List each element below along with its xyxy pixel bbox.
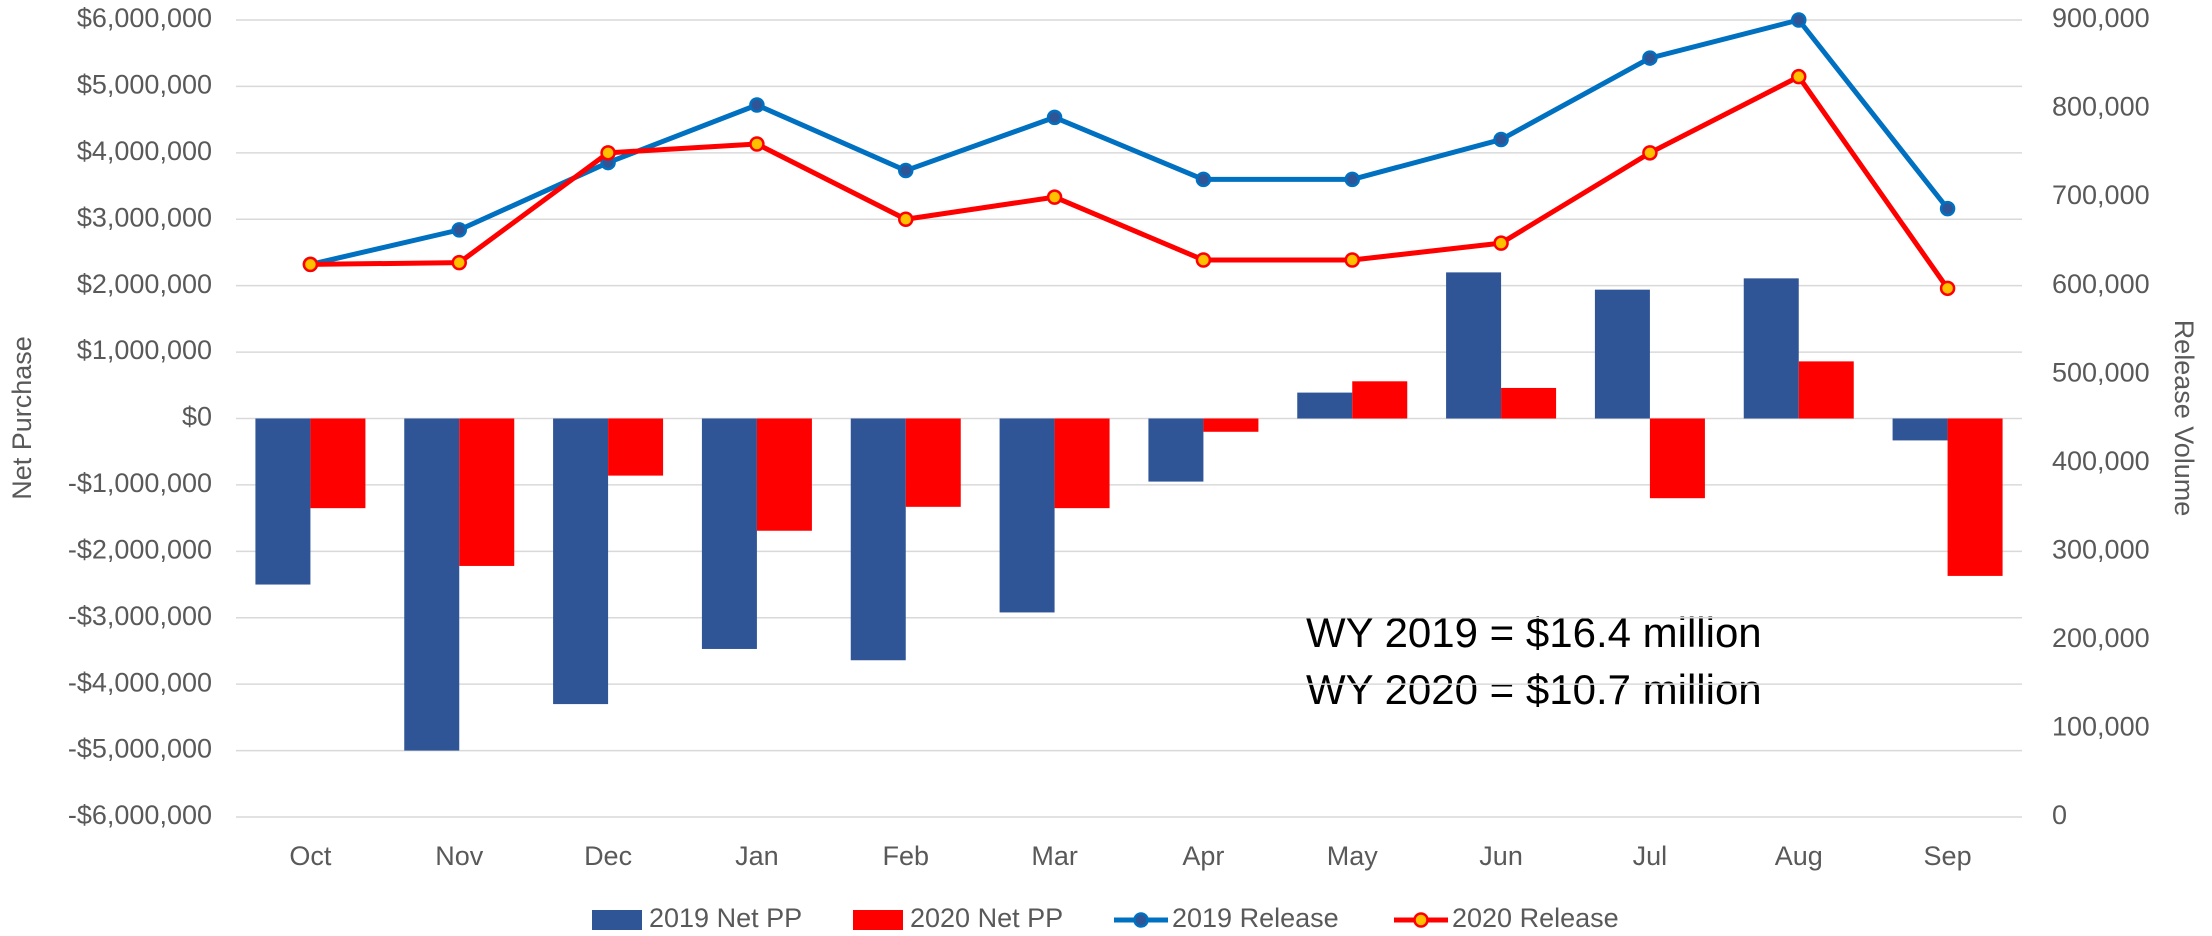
y2-tick-label: 800,000	[2052, 92, 2150, 122]
line-marker	[898, 211, 914, 227]
legend-swatch	[853, 910, 903, 930]
y2-tick-label: 500,000	[2052, 357, 2150, 387]
x-tick-label: Jun	[1479, 841, 1523, 871]
bar	[1446, 272, 1502, 419]
bar	[255, 418, 311, 585]
y2-tick-label: 900,000	[2052, 3, 2150, 33]
y2-tick-label: 400,000	[2052, 446, 2150, 476]
y-tick-label: -$5,000,000	[68, 734, 212, 764]
x-tick-label: Nov	[435, 841, 484, 871]
bar	[1501, 387, 1557, 419]
bar	[756, 418, 812, 531]
line-marker	[1939, 280, 1956, 297]
bar	[1594, 289, 1650, 419]
legend-label: 2020 Release	[1452, 903, 1619, 933]
line-marker	[302, 256, 319, 273]
y-tick-label: $6,000,000	[77, 3, 212, 33]
bar	[1203, 418, 1259, 432]
y-tick-label: -$2,000,000	[68, 534, 212, 564]
legend-label: 2020 Net PP	[910, 903, 1063, 933]
legend-swatch	[1413, 912, 1429, 928]
y-axis-title: Net Purchase	[7, 336, 37, 500]
y2-tick-label: 300,000	[2052, 534, 2150, 564]
line-marker	[749, 97, 765, 113]
bar	[1947, 418, 2003, 576]
y-tick-label: $1,000,000	[77, 335, 212, 365]
x-tick-label: Oct	[289, 841, 332, 871]
line-marker	[1344, 252, 1360, 268]
line-marker	[1939, 200, 1956, 217]
bar	[1297, 392, 1353, 419]
line	[310, 74, 1950, 290]
bar	[701, 418, 757, 649]
y2-tick-label: 100,000	[2052, 712, 2150, 742]
line-marker	[749, 136, 765, 152]
bar	[1054, 418, 1110, 509]
legend-label: 2019 Release	[1172, 903, 1339, 933]
x-tick-label: Jan	[735, 841, 779, 871]
y2-axis-title: Release Volume	[2169, 320, 2199, 517]
y2-tick-label: 200,000	[2052, 623, 2150, 653]
bar	[553, 418, 609, 705]
y2-tick-label: 0	[2052, 800, 2067, 830]
x-tick-label: Mar	[1031, 841, 1078, 871]
line-marker	[1493, 131, 1509, 148]
line-marker	[1642, 145, 1658, 161]
bar	[459, 418, 515, 566]
y-tick-label: $5,000,000	[77, 70, 212, 100]
line-marker	[1791, 68, 1807, 85]
line-marker	[451, 222, 467, 238]
y-tick-label: -$1,000,000	[68, 468, 212, 498]
y-tick-label: -$6,000,000	[68, 800, 212, 830]
bar	[1798, 361, 1854, 419]
y2-tick-label: 600,000	[2052, 269, 2150, 299]
x-tick-label: Aug	[1775, 841, 1823, 871]
y-tick-label: -$4,000,000	[68, 667, 212, 697]
annotation: WY 2019 = $16.4 million	[1306, 609, 1762, 656]
annotation: WY 2020 = $10.7 million	[1306, 666, 1762, 713]
bar	[310, 418, 366, 509]
y-tick-label: $2,000,000	[77, 269, 212, 299]
line-marker	[1046, 189, 1063, 205]
y-tick-label: $4,000,000	[77, 136, 212, 166]
line-marker	[898, 162, 914, 179]
bar	[1148, 418, 1204, 482]
bar	[608, 418, 664, 476]
line-marker	[600, 145, 616, 161]
bar	[1892, 418, 1948, 441]
line-marker	[1195, 252, 1212, 268]
x-tick-label: Apr	[1182, 841, 1224, 871]
x-tick-label: Jul	[1633, 841, 1668, 871]
x-tick-label: Dec	[584, 841, 632, 871]
y-tick-label: $3,000,000	[77, 202, 212, 232]
bar	[1352, 381, 1408, 419]
y-tick-label: -$3,000,000	[68, 601, 212, 631]
legend-swatch	[1133, 912, 1149, 928]
line-marker	[1195, 171, 1212, 188]
bar	[1649, 418, 1705, 499]
x-tick-label: Sep	[1924, 841, 1972, 871]
x-tick-label: May	[1327, 841, 1379, 871]
line-marker	[451, 254, 467, 271]
bar	[404, 418, 460, 751]
y-tick-label: $0	[182, 402, 212, 432]
line-marker	[1791, 12, 1807, 28]
line-marker	[1642, 50, 1658, 66]
y2-tick-label: 700,000	[2052, 180, 2150, 210]
line-marker	[1046, 109, 1063, 126]
legend-label: 2019 Net PP	[649, 903, 802, 933]
line-marker	[1344, 171, 1360, 188]
line-marker	[1493, 235, 1509, 251]
x-tick-label: Feb	[882, 841, 929, 871]
legend-swatch	[592, 910, 642, 930]
bar	[905, 418, 961, 507]
bar	[850, 418, 906, 661]
bar	[1743, 278, 1799, 419]
bar	[999, 418, 1055, 613]
